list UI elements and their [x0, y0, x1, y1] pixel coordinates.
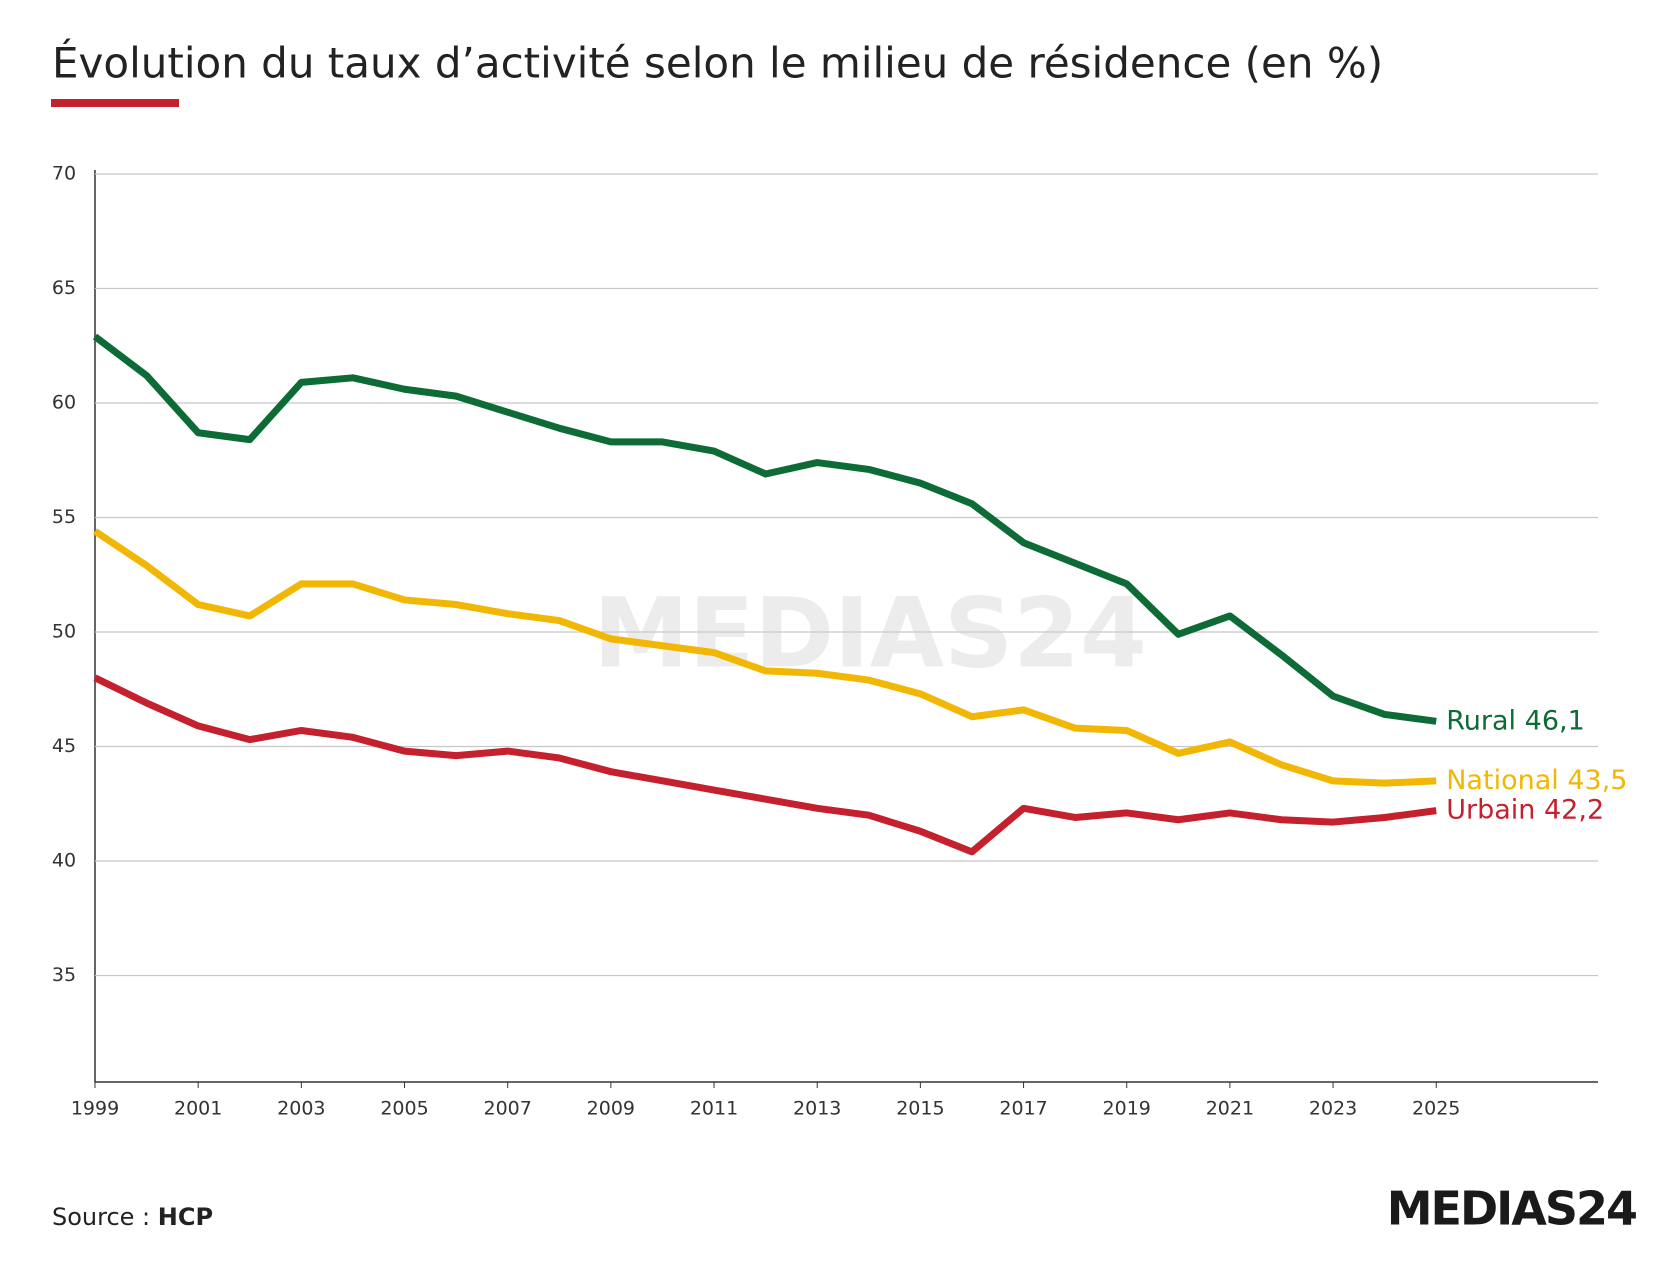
chart-title: Évolution du taux d’activité selon le mi… — [52, 38, 1383, 88]
source-label: Source : — [52, 1203, 150, 1231]
y-tick-label: 60 — [52, 392, 76, 414]
y-tick-label: 65 — [52, 277, 76, 299]
end-label: National 43,5 — [1446, 764, 1627, 795]
y-tick-label: 50 — [52, 621, 76, 643]
end-label: Rural 46,1 — [1446, 705, 1585, 736]
x-tick-label: 2023 — [1309, 1098, 1357, 1120]
value-label: 43,5 — [1567, 764, 1627, 795]
value-label: 42,2 — [1544, 794, 1604, 825]
line-series — [92, 333, 1437, 725]
x-tick-label: 2013 — [793, 1098, 841, 1120]
x-tick-label: 2009 — [587, 1098, 635, 1120]
source: Source : HCP — [52, 1203, 213, 1231]
value-label: 46,1 — [1525, 705, 1585, 736]
x-tick-label: 2019 — [1103, 1098, 1151, 1120]
line-series — [93, 674, 1437, 856]
x-tick-label: 2003 — [277, 1098, 325, 1120]
y-tick-label: 35 — [52, 964, 76, 986]
x-tick-label: 2007 — [484, 1098, 532, 1120]
title-underline — [51, 99, 179, 107]
series-name: Urbain — [1446, 794, 1535, 825]
x-tick-label: 1999 — [71, 1098, 119, 1120]
x-tick-label: 2001 — [174, 1098, 222, 1120]
y-tick-label: 55 — [52, 506, 76, 528]
x-tick-label: 2021 — [1206, 1098, 1254, 1120]
x-tick-label: 2005 — [380, 1098, 428, 1120]
x-tick-label: 2015 — [896, 1098, 944, 1120]
logo: MEDIAS24 — [1387, 1182, 1636, 1236]
line-series — [93, 528, 1437, 787]
watermark: MEDIAS24 — [593, 577, 1147, 689]
series-name: National — [1446, 764, 1559, 795]
y-tick-label: 70 — [52, 163, 76, 185]
source-value: HCP — [158, 1203, 213, 1231]
end-label: Urbain 42,2 — [1446, 794, 1604, 825]
x-tick-label: 2025 — [1412, 1098, 1460, 1120]
y-tick-label: 40 — [52, 850, 76, 872]
x-tick-label: 2011 — [690, 1098, 738, 1120]
y-tick-label: 45 — [52, 735, 76, 757]
series-name: Rural — [1446, 705, 1516, 736]
x-tick-label: 2017 — [999, 1098, 1047, 1120]
